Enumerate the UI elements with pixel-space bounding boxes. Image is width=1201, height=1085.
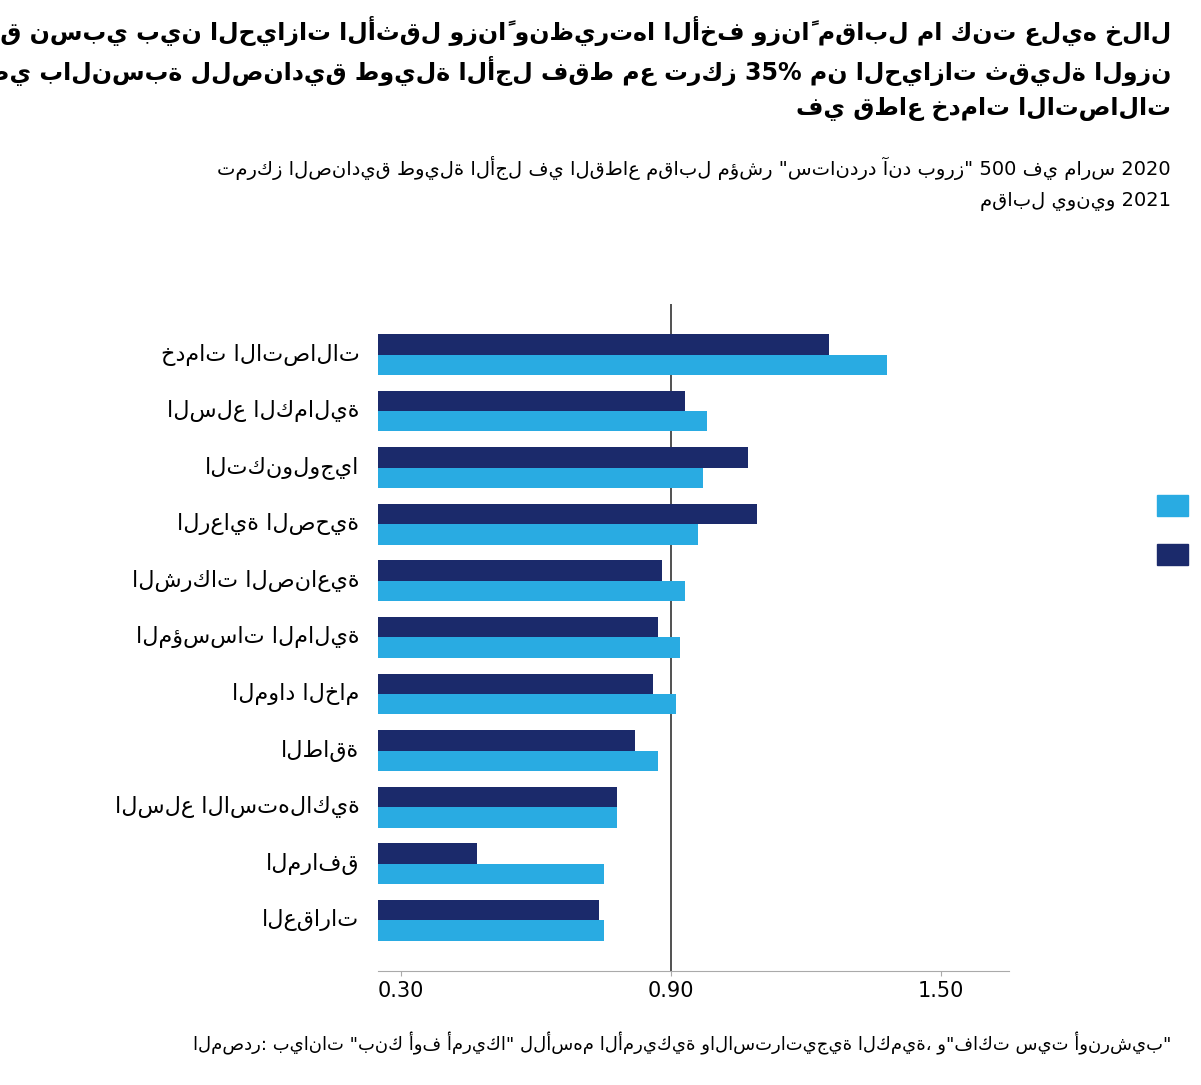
Bar bbox=[265, 580, 685, 601]
Bar bbox=[265, 694, 675, 714]
Bar bbox=[265, 447, 747, 468]
Bar bbox=[265, 561, 662, 580]
Text: السلع الكمالية: السلع الكمالية bbox=[167, 400, 359, 422]
Text: الشكل 4: اتساق نسبي بين الحيازات الأثقل وزناً ونظيرتها الأخف وزناً مقابل ما كنت : الشكل 4: اتساق نسبي بين الحيازات الأثقل … bbox=[0, 16, 1171, 47]
Bar bbox=[265, 334, 829, 355]
Text: العام الماضي بالنسبة للصناديق طويلة الأجل فقط مع تركز 35% من الحيازات ثقيلة الوز: العام الماضي بالنسبة للصناديق طويلة الأج… bbox=[0, 56, 1171, 87]
Legend: 2021, 2020: 2021, 2020 bbox=[1157, 495, 1201, 566]
Bar bbox=[265, 864, 604, 884]
Text: السلع الاستهلاكية: السلع الاستهلاكية bbox=[114, 796, 359, 818]
Bar bbox=[265, 807, 617, 828]
Text: في قطاع خدمات الاتصالات: في قطاع خدمات الاتصالات bbox=[796, 97, 1171, 120]
Bar bbox=[265, 674, 653, 694]
Bar bbox=[265, 730, 635, 751]
Bar bbox=[265, 787, 617, 807]
Text: التكنولوجيا: التكنولوجيا bbox=[205, 456, 359, 480]
Text: المؤسسات المالية: المؤسسات المالية bbox=[136, 626, 359, 649]
Bar bbox=[265, 468, 703, 488]
Bar bbox=[265, 411, 707, 432]
Bar bbox=[265, 355, 888, 375]
Bar bbox=[265, 638, 680, 658]
Text: تمركز الصناديق طويلة الأجل في القطاع مقابل مؤشر "ستاندرد آند بورز" 500 في مارس 2: تمركز الصناديق طويلة الأجل في القطاع مقا… bbox=[217, 156, 1171, 180]
Bar bbox=[265, 920, 604, 941]
Bar bbox=[265, 617, 658, 638]
Bar bbox=[265, 751, 658, 771]
Text: المواد الخام: المواد الخام bbox=[232, 684, 359, 705]
Bar bbox=[265, 391, 685, 411]
Text: العقارات: العقارات bbox=[262, 909, 359, 931]
Bar bbox=[265, 843, 478, 864]
Text: المصدر: بيانات "بنك أوف أمريكا" للأسهم الأمريكية والاستراتيجية الكمية، و"فاكت سي: المصدر: بيانات "بنك أوف أمريكا" للأسهم ا… bbox=[192, 1032, 1171, 1055]
Text: خدمات الاتصالات: خدمات الاتصالات bbox=[161, 344, 359, 366]
Bar bbox=[265, 899, 599, 920]
Text: مقابل يونيو 2021: مقابل يونيو 2021 bbox=[980, 192, 1171, 212]
Text: الرعاية الصحية: الرعاية الصحية bbox=[178, 513, 359, 535]
Text: المرافق: المرافق bbox=[265, 853, 359, 875]
Bar bbox=[265, 503, 757, 524]
Text: الشركات الصناعية: الشركات الصناعية bbox=[132, 570, 359, 591]
Text: الطاقة: الطاقة bbox=[281, 740, 359, 762]
Bar bbox=[265, 524, 698, 545]
